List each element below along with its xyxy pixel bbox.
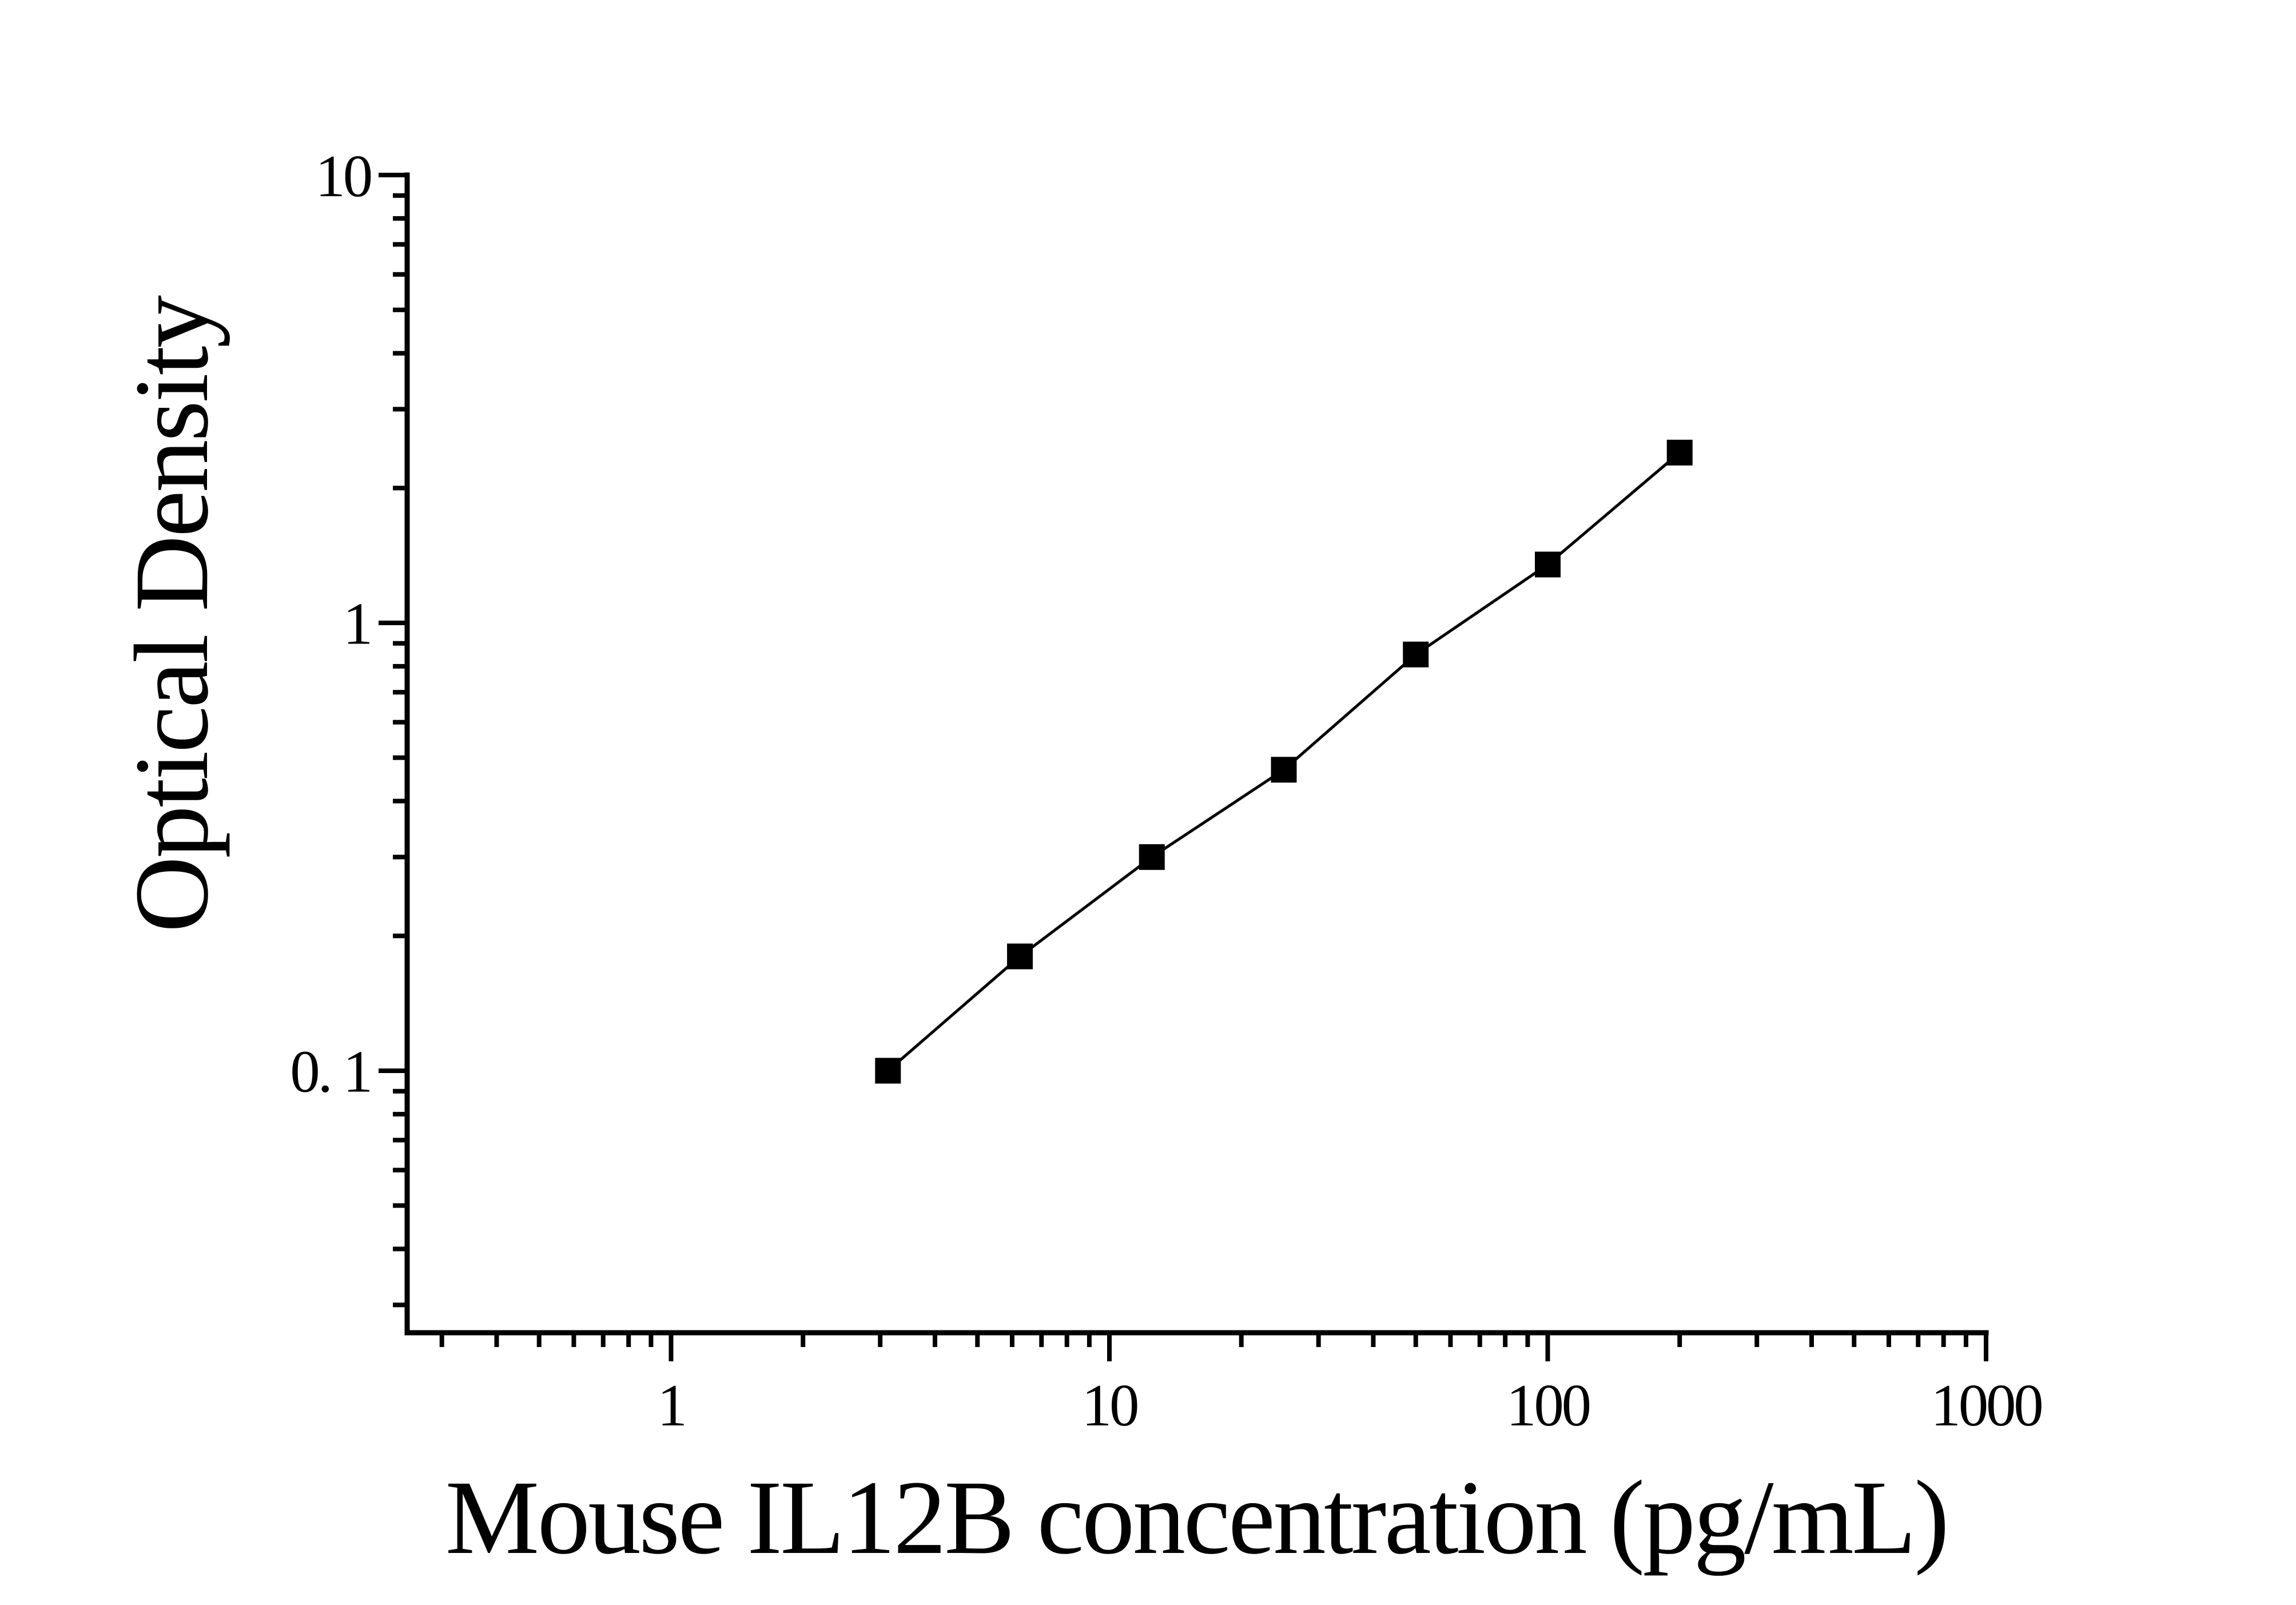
plot-spines [404,172,1989,1336]
y-tick-label: 0. 1 [290,1038,371,1105]
data-point-marker [1534,551,1561,578]
y-axis-title: Optical Density [113,295,230,932]
data-point-marker [1403,641,1429,668]
data-point-marker [1007,943,1033,970]
data-point-marker [875,1058,901,1084]
y-axis-tick-labels: 0. 1 1 10 [290,142,373,1105]
x-tick-label: 10 [1082,1372,1137,1439]
data-point-marker [1139,844,1165,870]
x-tick-label: 100 [1506,1372,1590,1439]
axis-spine [404,172,1989,1336]
y-axis-ticks [379,173,407,1308]
y-tick-label: 10 [315,142,371,209]
x-axis-title: Mouse IL12B concentration (pg/mL) [445,1459,1948,1576]
series-markers [875,439,1693,1084]
x-tick-label: 1000 [1931,1372,2042,1439]
x-axis-ticks [439,1333,1988,1361]
x-tick-label: 1 [657,1372,685,1439]
x-axis-tick-labels: 1 10 100 1000 [657,1372,2044,1439]
data-point-marker [1271,757,1297,783]
y-tick-label: 1 [343,590,371,657]
data-point-marker [1666,439,1693,466]
